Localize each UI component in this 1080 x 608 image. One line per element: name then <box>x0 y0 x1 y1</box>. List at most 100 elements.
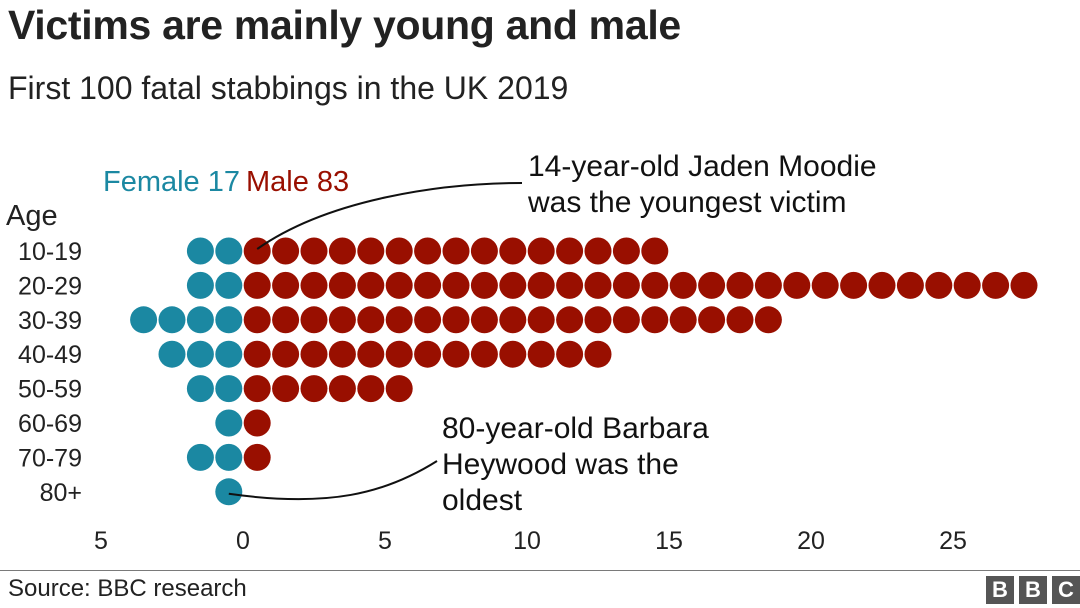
male-dot <box>385 271 413 299</box>
male-dot <box>669 271 697 299</box>
male-dot <box>385 340 413 368</box>
male-dot <box>414 271 442 299</box>
age-label: 70-79 <box>18 444 82 472</box>
female-dot <box>186 271 214 299</box>
male-dot <box>811 271 839 299</box>
male-dot <box>669 306 697 334</box>
male-dot <box>243 306 271 334</box>
x-tick-label: 5 <box>94 527 108 555</box>
male-dot <box>272 271 300 299</box>
male-dot <box>442 340 470 368</box>
male-dot <box>527 306 555 334</box>
male-dot <box>243 375 271 403</box>
annotation-leader-youngest <box>256 182 523 250</box>
male-dot <box>584 237 612 265</box>
female-dot <box>215 306 243 334</box>
female-dot <box>215 409 243 437</box>
male-dot <box>243 409 271 437</box>
male-dot <box>357 375 385 403</box>
male-dot <box>470 306 498 334</box>
male-dot <box>698 271 726 299</box>
male-dot <box>385 306 413 334</box>
dot-chart: Female 17 Male 83 Age 10-19 20-29 30-39 40-49 5… <box>6 150 1038 555</box>
male-dot <box>442 237 470 265</box>
male-dot <box>641 306 669 334</box>
age-label: 10-19 <box>18 238 82 266</box>
male-dot <box>272 237 300 265</box>
male-dot <box>442 271 470 299</box>
male-dot <box>584 271 612 299</box>
male-dot <box>243 340 271 368</box>
x-tick-label: 20 <box>797 527 825 555</box>
annotation-youngest-line: was the youngest victim <box>527 186 846 219</box>
male-dot <box>243 271 271 299</box>
age-label: 50-59 <box>18 376 82 404</box>
female-dot <box>186 306 214 334</box>
x-tick-label: 0 <box>236 527 250 555</box>
male-dot <box>300 271 328 299</box>
male-dot <box>300 306 328 334</box>
male-dot <box>470 271 498 299</box>
male-dot <box>783 271 811 299</box>
age-label: 40-49 <box>18 341 82 369</box>
male-dot <box>584 306 612 334</box>
male-dot <box>357 340 385 368</box>
male-dot <box>896 271 924 299</box>
male-dot <box>272 375 300 403</box>
y-axis-title: Age <box>6 200 58 232</box>
male-dot <box>499 271 527 299</box>
male-dot <box>698 306 726 334</box>
female-dot <box>186 375 214 403</box>
male-dot <box>982 271 1010 299</box>
male-dot <box>243 443 271 471</box>
male-dot <box>584 340 612 368</box>
male-dot <box>357 237 385 265</box>
male-dot <box>328 271 356 299</box>
bbc-logo-letter: B <box>986 576 1014 604</box>
male-dot <box>754 306 782 334</box>
bbc-logo: B B C <box>986 576 1080 604</box>
male-dot <box>300 340 328 368</box>
male-dot <box>556 306 584 334</box>
source-note: Source: BBC research <box>8 575 247 602</box>
x-tick-label: 5 <box>378 527 392 555</box>
male-dot <box>641 271 669 299</box>
male-dot <box>328 306 356 334</box>
male-dot <box>556 237 584 265</box>
male-dot <box>385 237 413 265</box>
female-dot <box>215 443 243 471</box>
bbc-logo-letter: C <box>1052 576 1080 604</box>
male-dot <box>414 237 442 265</box>
male-dot <box>272 340 300 368</box>
male-dot <box>556 271 584 299</box>
male-dot <box>527 271 555 299</box>
male-dot <box>357 271 385 299</box>
annotation-youngest-line: 14-year-old Jaden Moodie <box>528 150 877 183</box>
male-dot <box>925 271 953 299</box>
female-dot <box>215 237 243 265</box>
male-dot <box>442 306 470 334</box>
male-dot <box>328 340 356 368</box>
female-dot <box>215 271 243 299</box>
annotation-leader-oldest <box>228 460 438 501</box>
male-dot <box>470 340 498 368</box>
x-tick-label: 10 <box>513 527 541 555</box>
male-dot <box>612 306 640 334</box>
chart-subtitle: First 100 fatal stabbings in the UK 2019 <box>8 70 569 106</box>
male-dot <box>953 271 981 299</box>
chart-title: Victims are mainly young and male <box>8 2 681 48</box>
male-dot <box>499 306 527 334</box>
age-label: 60-69 <box>18 410 82 438</box>
male-dot <box>612 237 640 265</box>
male-dot <box>328 375 356 403</box>
x-tick-label: 15 <box>655 527 683 555</box>
female-dot <box>186 237 214 265</box>
female-dot <box>158 306 186 334</box>
male-dot <box>754 271 782 299</box>
female-dot <box>215 340 243 368</box>
annotation-oldest-line: Heywood was the <box>442 448 679 481</box>
male-dot <box>414 340 442 368</box>
male-dot <box>1010 271 1038 299</box>
female-dot <box>215 478 243 506</box>
female-dot <box>186 443 214 471</box>
